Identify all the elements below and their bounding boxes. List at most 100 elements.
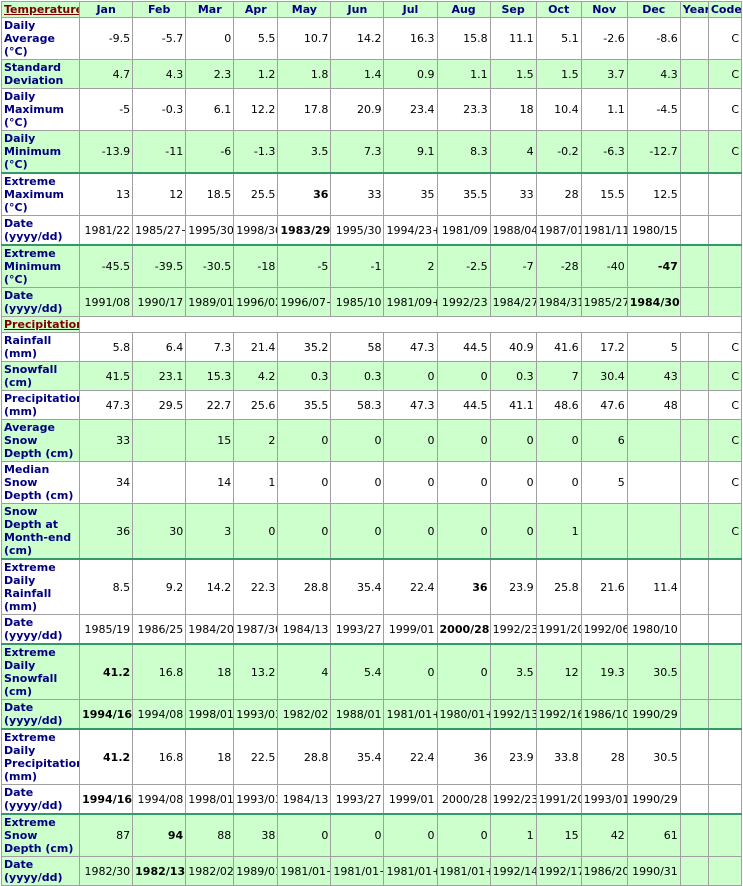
cell: 5 xyxy=(580,461,628,504)
cell: 16.3 xyxy=(383,17,438,60)
cell: 6 xyxy=(580,419,628,462)
cell: 48.6 xyxy=(535,390,582,420)
cell: -28 xyxy=(535,244,582,288)
cell: 1981/01+ xyxy=(436,856,491,886)
cell: 1982/13 xyxy=(132,856,187,886)
row-label: Snow Depth at Month-end (cm) xyxy=(0,503,81,560)
cell: 1994/16 xyxy=(79,699,134,730)
cell: 9.2 xyxy=(132,558,187,615)
cell: 23.1 xyxy=(132,361,187,391)
cell: 1992/13 xyxy=(489,699,537,730)
row-label: Date (yyyy/dd) xyxy=(0,699,81,730)
cell xyxy=(707,643,743,700)
cell xyxy=(679,17,709,60)
section-header-fill xyxy=(79,316,742,333)
row-label: Date (yyyy/dd) xyxy=(0,215,81,246)
cell xyxy=(679,503,709,560)
cell: 1996/02 xyxy=(233,287,279,317)
cell: 88 xyxy=(185,813,235,857)
cell: C xyxy=(707,361,743,391)
cell: 30.5 xyxy=(626,643,681,700)
row-label: Daily Maximum (°C) xyxy=(0,88,81,131)
cell: 0 xyxy=(277,813,332,857)
cell: 12 xyxy=(535,643,582,700)
cell: 0 xyxy=(383,419,438,462)
cell: 30.4 xyxy=(580,361,628,391)
cell: 1981/09 xyxy=(436,215,491,246)
cell xyxy=(626,419,681,462)
cell: 36 xyxy=(436,558,491,615)
cell: -9.5 xyxy=(79,17,134,60)
cell xyxy=(707,614,743,645)
cell xyxy=(707,215,743,246)
section-header-row: Precipitation: xyxy=(0,316,742,333)
cell: -2.5 xyxy=(436,244,491,288)
cell: 36 xyxy=(436,728,491,785)
cell: 7 xyxy=(535,361,582,391)
cell: 1994/23+ xyxy=(383,215,438,246)
cell: 4.3 xyxy=(626,59,681,89)
cell: 0 xyxy=(436,813,491,857)
cell: 15 xyxy=(535,813,582,857)
cell: 0 xyxy=(383,361,438,391)
cell: 1985/27 xyxy=(580,287,628,317)
cell: 0 xyxy=(330,461,385,504)
cell: 7.3 xyxy=(330,130,385,174)
cell: 33 xyxy=(489,172,537,216)
cell: 1 xyxy=(535,503,582,560)
cell: 1996/07+ xyxy=(277,287,332,317)
cell: 41.2 xyxy=(79,643,134,700)
cell: 1.1 xyxy=(580,88,628,131)
cell: 0 xyxy=(383,813,438,857)
cell xyxy=(679,614,709,645)
cell: 0.9 xyxy=(383,59,438,89)
data-row: Standard Deviation 4.7 4.3 2.3 1.2 1.8 1.4 0.9 1… xyxy=(0,59,743,89)
data-row: Daily Average (°C) -9.5 -5.7 0 5.5 10.7 14.2 16… xyxy=(0,17,743,60)
cell: 18.5 xyxy=(185,172,235,216)
cell: 30.5 xyxy=(626,728,681,785)
cell: 1983/29 xyxy=(277,215,332,246)
cell: 1998/01 xyxy=(185,784,235,815)
cell: C xyxy=(707,332,743,362)
cell: -7 xyxy=(489,244,537,288)
cell: 23.9 xyxy=(489,728,537,785)
column-header: Dec xyxy=(626,1,681,18)
cell: 2 xyxy=(383,244,438,288)
cell: 1984/30 xyxy=(626,287,681,317)
cell: -4.5 xyxy=(626,88,681,131)
cell: 1982/02 xyxy=(277,699,332,730)
cell: 1994/08 xyxy=(132,699,187,730)
cell: 18 xyxy=(489,88,537,131)
cell: 1.1 xyxy=(436,59,491,89)
data-row: Date (yyyy/dd) 1981/22 1985/27+ 1995/30 1998… xyxy=(0,215,743,246)
cell: 1993/27 xyxy=(330,614,385,645)
cell: 25.6 xyxy=(233,390,279,420)
cell: 2.3 xyxy=(185,59,235,89)
row-label: Date (yyyy/dd) xyxy=(0,287,81,317)
cell: 22.3 xyxy=(233,558,279,615)
cell: 1992/17 xyxy=(535,856,582,886)
cell: -0.2 xyxy=(535,130,582,174)
cell: 1984/13 xyxy=(277,614,332,645)
cell: 1.5 xyxy=(489,59,537,89)
cell: 35.4 xyxy=(330,728,385,785)
cell: 1992/23 xyxy=(436,287,491,317)
cell xyxy=(580,503,628,560)
cell: 30 xyxy=(132,503,187,560)
cell: 1991/08 xyxy=(79,287,134,317)
cell: 15.8 xyxy=(436,17,491,60)
cell xyxy=(679,130,709,174)
cell: 6.4 xyxy=(132,332,187,362)
data-row: Daily Minimum (°C) -13.9 -11 -6 -1.3 3.5 7.3 9.… xyxy=(0,130,743,174)
cell xyxy=(679,59,709,89)
cell: 16.8 xyxy=(132,643,187,700)
cell: 47.3 xyxy=(383,332,438,362)
row-label: Snowfall (cm) xyxy=(0,361,81,391)
cell: C xyxy=(707,503,743,560)
cell: 21.4 xyxy=(233,332,279,362)
cell: 1986/25 xyxy=(132,614,187,645)
cell: 19.3 xyxy=(580,643,628,700)
cell: 43 xyxy=(626,361,681,391)
cell: 10.4 xyxy=(535,88,582,131)
